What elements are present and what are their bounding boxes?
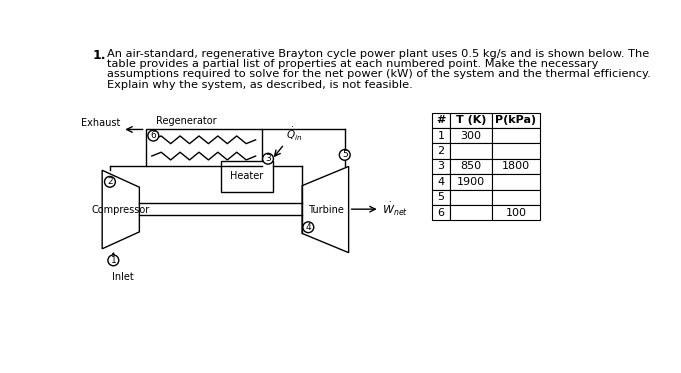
Text: 2: 2 xyxy=(107,177,113,186)
Polygon shape xyxy=(102,170,140,249)
Text: 100: 100 xyxy=(505,208,526,217)
Bar xyxy=(492,113,540,128)
Bar xyxy=(432,189,450,205)
Bar xyxy=(432,113,450,128)
Circle shape xyxy=(339,150,350,160)
Text: $\dot{W}_{net}$: $\dot{W}_{net}$ xyxy=(382,201,408,218)
Text: P(kPa): P(kPa) xyxy=(496,115,537,125)
Bar xyxy=(221,161,274,192)
Text: An air-standard, regenerative Brayton cycle power plant uses 0.5 kg/s and is sho: An air-standard, regenerative Brayton cy… xyxy=(107,48,649,59)
Bar xyxy=(432,159,450,174)
Text: Heater: Heater xyxy=(230,172,264,181)
Text: 1800: 1800 xyxy=(502,162,530,172)
Text: 1: 1 xyxy=(110,256,116,265)
Bar xyxy=(450,113,492,128)
Text: 1: 1 xyxy=(437,131,444,141)
Text: Explain why the system, as described, is not feasible.: Explain why the system, as described, is… xyxy=(107,80,413,90)
Text: assumptions required to solve for the net power (kW) of the system and the therm: assumptions required to solve for the ne… xyxy=(107,69,650,79)
Bar xyxy=(450,143,492,159)
Text: 5: 5 xyxy=(437,192,444,202)
Bar xyxy=(492,128,540,143)
Bar xyxy=(492,143,540,159)
Polygon shape xyxy=(302,166,349,253)
Text: 850: 850 xyxy=(460,162,481,172)
Text: 1.: 1. xyxy=(93,48,106,62)
Circle shape xyxy=(303,222,314,233)
Text: $\dot{Q}_{in}$: $\dot{Q}_{in}$ xyxy=(286,126,302,142)
Circle shape xyxy=(108,255,118,266)
Text: Turbine: Turbine xyxy=(308,204,344,214)
Text: #: # xyxy=(436,115,445,125)
Bar xyxy=(450,159,492,174)
Bar xyxy=(492,159,540,174)
Text: T (K): T (K) xyxy=(456,115,486,125)
Circle shape xyxy=(104,176,115,187)
Text: Compressor: Compressor xyxy=(91,204,150,214)
Circle shape xyxy=(263,153,274,164)
Text: 2: 2 xyxy=(437,146,445,156)
Text: Inlet: Inlet xyxy=(112,272,133,282)
Bar xyxy=(492,205,540,220)
Text: 300: 300 xyxy=(460,131,481,141)
Text: 3: 3 xyxy=(437,162,444,172)
Text: 6: 6 xyxy=(437,208,444,217)
Text: 3: 3 xyxy=(265,154,271,163)
Bar xyxy=(450,189,492,205)
Text: 4: 4 xyxy=(306,223,311,232)
Text: 1900: 1900 xyxy=(457,177,485,187)
Bar xyxy=(450,174,492,189)
Bar xyxy=(146,129,262,166)
Bar xyxy=(432,128,450,143)
Bar xyxy=(492,189,540,205)
Circle shape xyxy=(148,130,159,141)
Bar xyxy=(492,174,540,189)
Text: 4: 4 xyxy=(437,177,445,187)
Text: 5: 5 xyxy=(342,150,347,159)
Text: 6: 6 xyxy=(151,131,156,140)
Bar xyxy=(432,205,450,220)
Bar xyxy=(450,128,492,143)
Text: Regenerator: Regenerator xyxy=(156,116,217,126)
Bar xyxy=(432,174,450,189)
Text: Exhaust: Exhaust xyxy=(82,118,121,128)
Bar xyxy=(432,143,450,159)
Text: table provides a partial list of properties at each numbered point. Make the nec: table provides a partial list of propert… xyxy=(107,59,598,69)
Bar xyxy=(450,205,492,220)
